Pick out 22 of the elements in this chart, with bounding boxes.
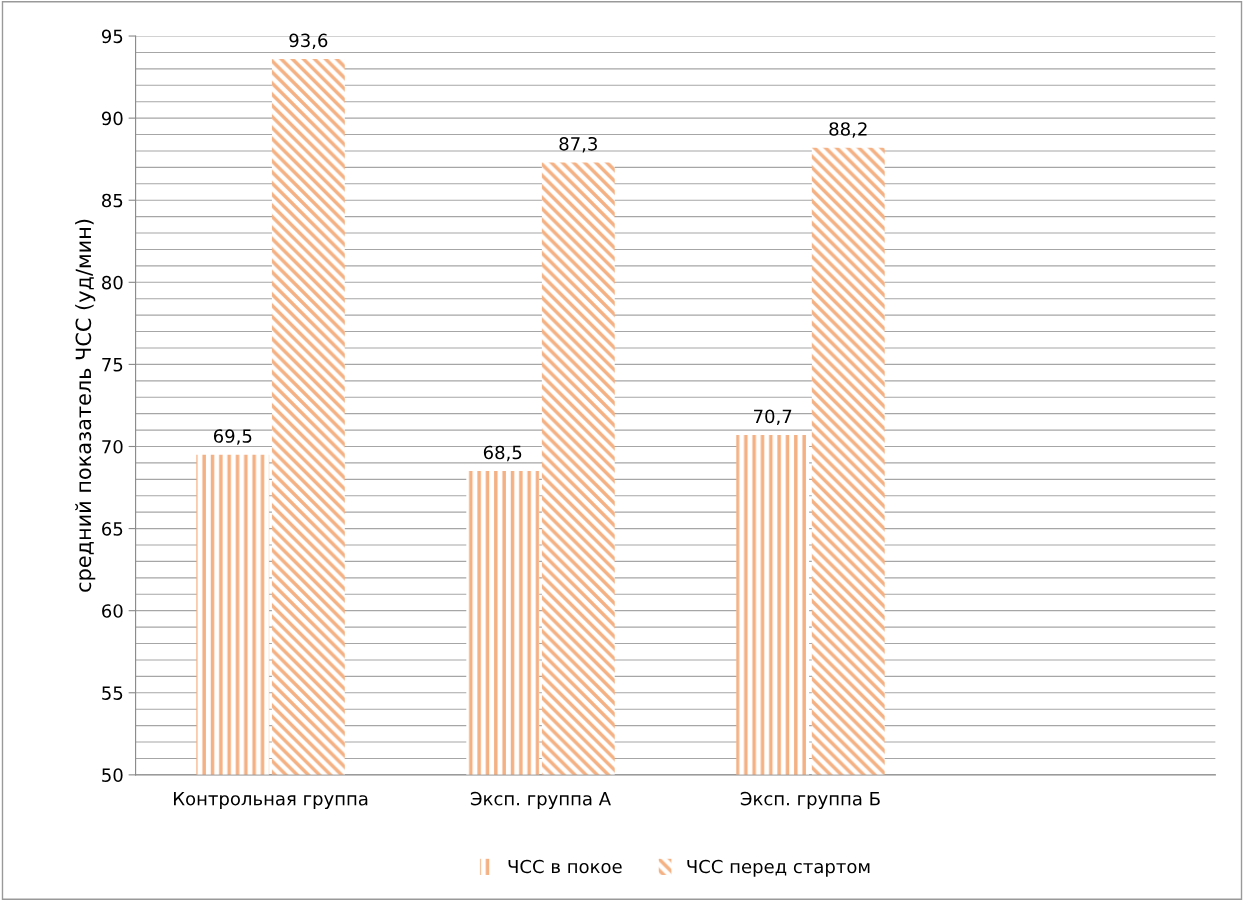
y-axis-title: средний показатель ЧСС (уд/мин) [75,219,96,592]
y-tick-label: 80 [102,275,123,290]
y-tick-label: 55 [102,686,123,700]
x-tick-label: Эксп. группа Б [740,791,880,809]
data-label: 88,2 [829,122,867,138]
y-tick-label: 75 [102,358,123,372]
y-tick-label: 85 [102,193,123,208]
y-tick-label: 65 [102,522,123,536]
data-label: 68,5 [483,445,522,462]
data-label: 69,5 [213,429,252,445]
x-tick-label: Контрольная группа [174,792,368,809]
y-tick-label: 90 [101,111,123,126]
data-label: 93,6 [289,33,328,50]
legend-label: ЧСС в покое [508,859,622,874]
data-label: 87,3 [559,136,597,153]
y-tick-label: 50 [102,768,123,782]
y-tick-label: 60 [102,604,123,618]
data-label: 70,7 [754,409,792,426]
y-tick-label: 70 [102,439,123,454]
legend-label: ЧСС перед стартом [687,859,870,877]
y-tick-label: 95 [101,29,123,44]
x-tick-label: Эксп. группа А [470,791,611,809]
